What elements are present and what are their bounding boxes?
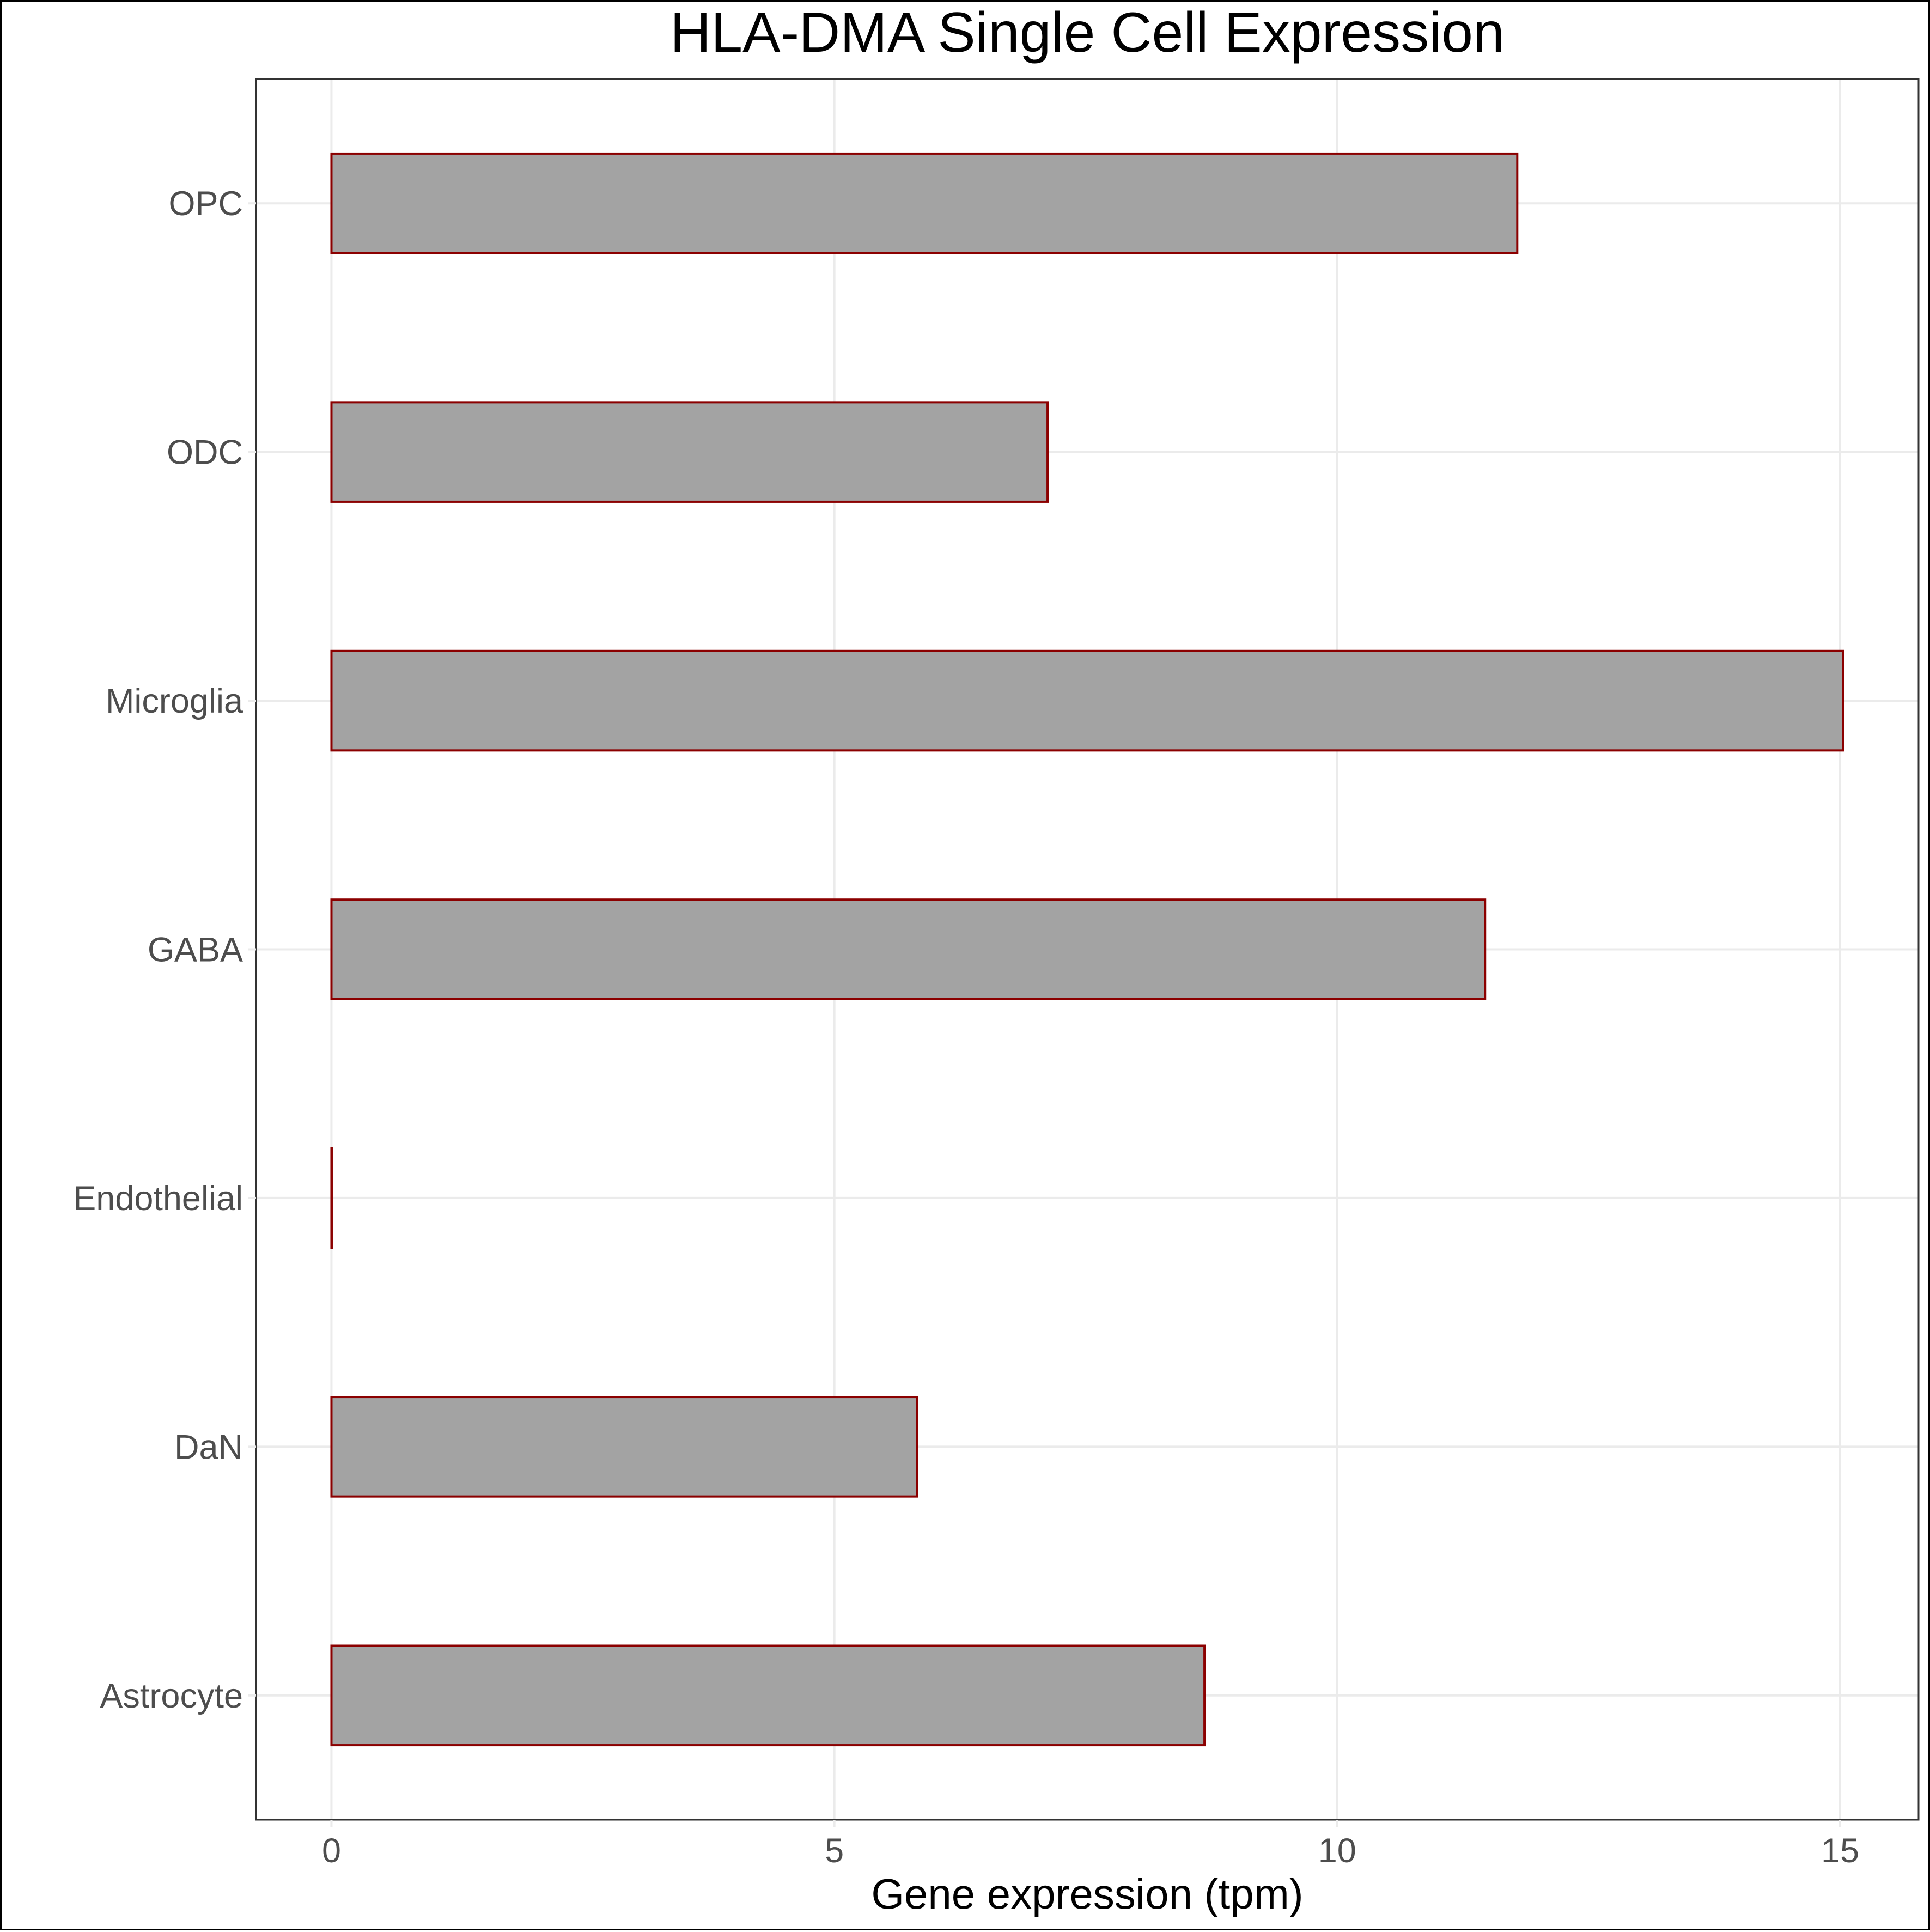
y-tick-label: Microglia (106, 682, 243, 720)
y-tick-label: ODC (167, 434, 243, 472)
x-axis-title: Gene expression (tpm) (871, 1870, 1303, 1918)
x-tick-label: 15 (1821, 1832, 1859, 1870)
x-tick-label: 5 (825, 1832, 844, 1870)
y-tick-label: DaN (174, 1428, 243, 1466)
y-tick-label: Astrocyte (100, 1677, 243, 1715)
chart-title: HLA-DMA Single Cell Expression (670, 2, 1505, 64)
y-tick-label: OPC (168, 185, 243, 223)
bar-odc (330, 401, 1049, 503)
bars (330, 152, 1844, 1747)
bar-astrocyte (330, 1644, 1206, 1747)
y-tick-label: Endothelial (73, 1180, 243, 1218)
bar-microglia (330, 649, 1844, 752)
bar-dan (330, 1396, 918, 1498)
bar-opc (330, 152, 1519, 254)
x-tick-label: 0 (322, 1832, 341, 1870)
bar-gaba (330, 898, 1487, 1000)
axes: 0 5 10 15 Astrocyte DaN Endothelial GABA Microgl… (73, 185, 1859, 1870)
x-tick-label: 10 (1318, 1832, 1356, 1870)
y-tick-label: GABA (148, 931, 243, 969)
bar-endothelial (330, 1147, 333, 1249)
